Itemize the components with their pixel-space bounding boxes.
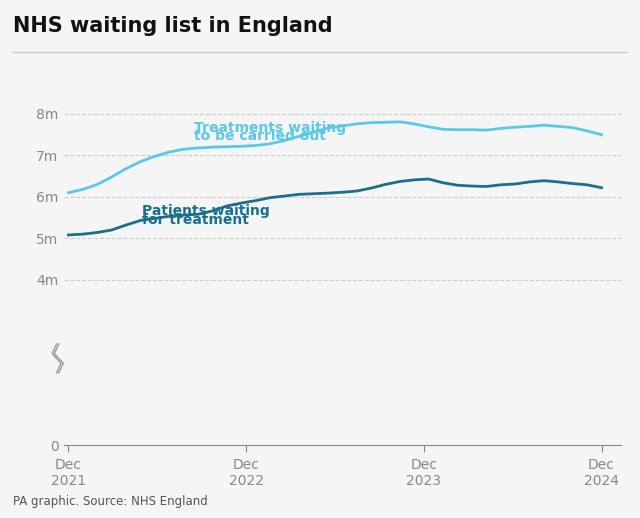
Text: NHS waiting list in England: NHS waiting list in England: [13, 16, 332, 36]
Text: to be carried out: to be carried out: [195, 129, 326, 143]
Text: Patients waiting: Patients waiting: [143, 204, 270, 218]
Text: Treatments waiting: Treatments waiting: [195, 121, 346, 135]
Text: PA graphic. Source: NHS England: PA graphic. Source: NHS England: [13, 495, 207, 508]
Bar: [55, 340, 65, 377]
Text: for treatment: for treatment: [143, 213, 250, 227]
